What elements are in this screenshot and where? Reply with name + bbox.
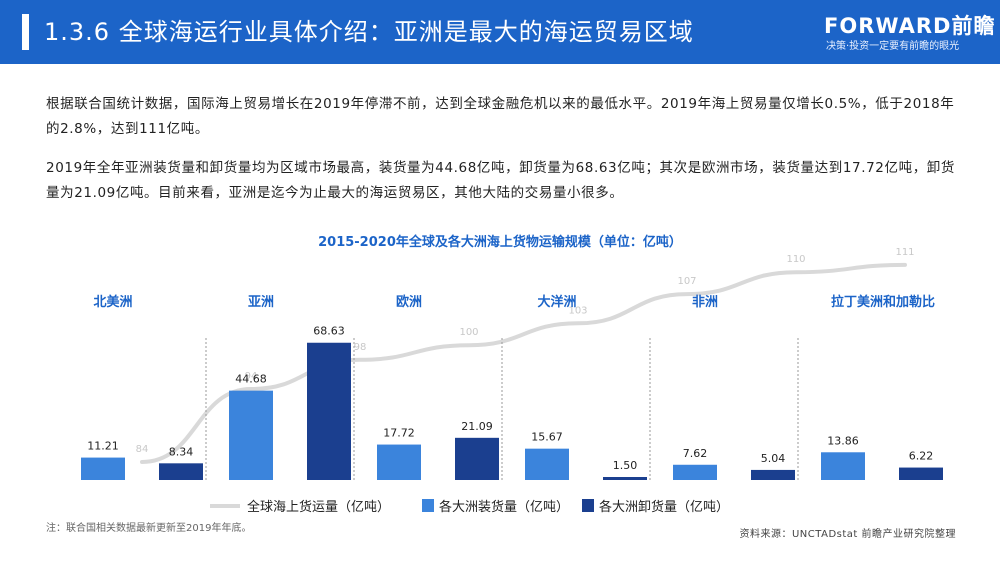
unloading-bar — [455, 437, 499, 480]
unloading-value-label: 5.04 — [761, 452, 786, 465]
loading-bar — [673, 464, 717, 480]
header-bar: 1.3.6 全球海运行业具体介绍：亚洲是最大的海运贸易区域 FORWARD前瞻 … — [0, 0, 1000, 64]
category-label: 欧洲 — [396, 294, 422, 310]
line-value-label: 111 — [895, 247, 914, 258]
line-value-label: 94 — [245, 371, 258, 382]
line-value-label: 84 — [136, 444, 149, 455]
unloading-value-label: 1.50 — [613, 459, 638, 472]
line-value-label: 107 — [677, 276, 696, 287]
unloading-bar — [751, 469, 795, 480]
unloading-value-label: 8.34 — [169, 445, 194, 458]
unloading-bar — [899, 467, 943, 480]
loading-value-label: 15.67 — [531, 431, 563, 444]
category-label: 大洋洲 — [537, 294, 576, 310]
category-label: 北美洲 — [93, 294, 132, 310]
loading-bar — [81, 457, 125, 480]
loading-bar — [821, 452, 865, 480]
chart-title: 2015-2020年全球及各大洲海上货物运输规模（单位：亿吨） — [318, 234, 682, 250]
global-volume-line — [140, 262, 907, 464]
chart-area: 2015-2020年全球及各大洲海上货物运输规模（单位：亿吨） 84 94 98 100… — [81, 234, 943, 515]
loading-value-label: 7.62 — [683, 447, 708, 460]
loading-bar — [377, 444, 421, 480]
loading-bar — [229, 390, 273, 480]
category-label: 拉丁美洲和加勒比 — [831, 294, 935, 310]
unloading-value-label: 68.63 — [313, 325, 345, 338]
line-value-label: 100 — [459, 327, 478, 338]
loading-value-label: 13.86 — [827, 434, 859, 447]
footnote: 注：联合国相关数据最新更新至2019年年底。 — [46, 523, 252, 534]
loading-value-label: 17.72 — [383, 427, 415, 440]
unloading-value-label: 21.09 — [461, 420, 493, 433]
brand-slogan: 决策·投资一定要有前瞻的眼光 — [826, 41, 960, 52]
page-title: 1.3.6 全球海运行业具体介绍：亚洲是最大的海运贸易区域 — [44, 18, 694, 46]
category-label: 非洲 — [692, 294, 718, 310]
loading-bar — [525, 448, 569, 480]
unloading-bar — [307, 342, 351, 480]
line-value-label: 98 — [354, 342, 367, 353]
legend-loading-label: 各大洲装货量（亿吨） — [439, 499, 569, 515]
header-accent-stripe — [22, 14, 29, 50]
legend-unloading-swatch — [582, 499, 594, 512]
unloading-bar — [159, 463, 203, 480]
intro-paragraph: 根据联合国统计数据，国际海上贸易增长在2019年停滞不前，达到全球金融危机以来的… — [46, 96, 955, 137]
loading-value-label: 11.21 — [87, 440, 119, 453]
line-value-label: 110 — [786, 254, 805, 265]
unloading-value-label: 6.22 — [909, 450, 934, 463]
line-value-label: 103 — [568, 305, 587, 316]
unloading-bar — [603, 477, 647, 480]
asia-paragraph: 2019年全年亚洲装货量和卸货量均为区域市场最高，装货量为44.68亿吨，卸货量… — [46, 160, 955, 201]
legend-line-label: 全球海上货运量（亿吨） — [247, 499, 390, 515]
legend-loading-swatch — [422, 499, 434, 512]
data-source: 资料来源：UNCTADstat 前瞻产业研究院整理 — [739, 529, 956, 540]
brand-logo: FORWARD前瞻 — [824, 14, 996, 38]
legend-unloading-label: 各大洲卸货量（亿吨） — [599, 499, 729, 515]
loading-value-label: 44.68 — [235, 373, 267, 386]
category-label: 亚洲 — [248, 295, 274, 310]
